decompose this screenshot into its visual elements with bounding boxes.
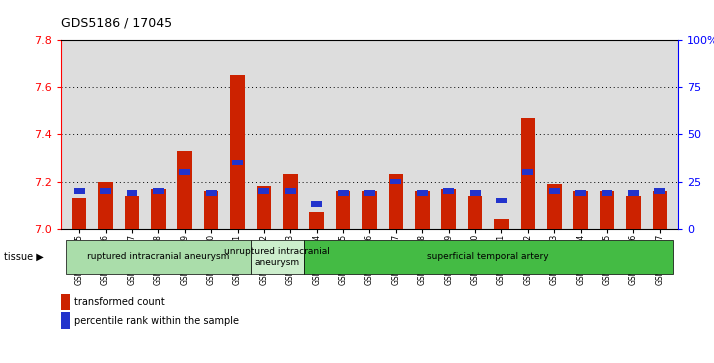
Bar [204, 191, 218, 229]
Text: GDS5186 / 17045: GDS5186 / 17045 [61, 16, 172, 29]
Bar [523, 169, 533, 175]
Bar [126, 190, 137, 196]
Bar [575, 190, 586, 196]
Bar [654, 188, 665, 194]
Bar [336, 191, 351, 229]
Bar [573, 191, 588, 229]
Bar [283, 175, 298, 229]
Text: unruptured intracranial
aneurysm: unruptured intracranial aneurysm [224, 247, 330, 266]
Bar [285, 188, 296, 194]
Bar [309, 212, 324, 229]
Bar [600, 191, 614, 229]
Bar [521, 118, 535, 229]
Bar [470, 190, 481, 196]
Bar [74, 188, 85, 194]
Bar [628, 190, 639, 196]
Bar [256, 186, 271, 229]
Bar [206, 190, 216, 196]
Bar [338, 190, 348, 196]
Bar [547, 184, 561, 229]
Text: tissue ▶: tissue ▶ [4, 252, 44, 262]
Bar [100, 188, 111, 194]
Bar [232, 160, 243, 166]
Bar [311, 201, 322, 207]
Bar [415, 191, 430, 229]
Bar [496, 197, 507, 203]
Bar [72, 198, 86, 229]
Bar [99, 182, 113, 229]
Bar [391, 179, 401, 184]
Bar [549, 188, 560, 194]
Bar [125, 196, 139, 229]
Text: superficial temporal artery: superficial temporal artery [428, 252, 549, 261]
Bar [417, 190, 428, 196]
Text: transformed count: transformed count [74, 297, 164, 307]
Bar [468, 196, 483, 229]
Bar [258, 188, 269, 194]
Bar [231, 76, 245, 229]
Bar [151, 189, 166, 229]
Bar [388, 175, 403, 229]
Text: ruptured intracranial aneurysm: ruptured intracranial aneurysm [87, 252, 229, 261]
Bar [178, 151, 192, 229]
Text: percentile rank within the sample: percentile rank within the sample [74, 315, 238, 326]
Bar [443, 188, 454, 194]
Bar [362, 191, 377, 229]
Bar [153, 188, 164, 194]
Bar [441, 189, 456, 229]
Bar [179, 169, 190, 175]
Bar [494, 219, 508, 229]
Bar [653, 191, 667, 229]
Bar [364, 190, 375, 196]
Bar [602, 190, 613, 196]
Bar [626, 196, 640, 229]
